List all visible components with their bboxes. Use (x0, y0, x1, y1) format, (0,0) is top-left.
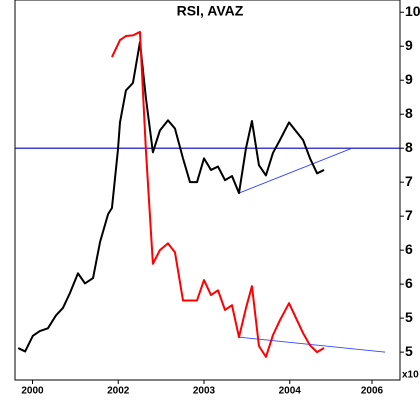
line-series (111, 30, 325, 358)
y-tick-label: 7 (405, 207, 413, 223)
x-tick-label: 2000 (21, 386, 44, 397)
y-tick-label: 9 (405, 71, 413, 87)
x-tick-label: 2002 (107, 386, 130, 397)
plot-frame (14, 0, 401, 381)
y-tick-label: 9 (405, 37, 413, 53)
y-multiplier: x10 (402, 370, 419, 381)
y-tick-label: 6 (405, 241, 413, 257)
trendline (238, 336, 385, 353)
y-tick-label: 8 (405, 105, 413, 121)
y-tick-label: 10 (405, 3, 420, 19)
y-tick-label: 8 (405, 139, 413, 155)
chart-title: RSI, AVAZ (177, 3, 244, 19)
y-tick-label: 6 (405, 275, 413, 291)
x-tick-label: 2006 (361, 386, 384, 397)
y-tick-label: 7 (405, 173, 413, 189)
y-tick-label: 5 (405, 309, 413, 325)
x-tick-label: 2003 (193, 386, 216, 397)
trendline (238, 147, 353, 194)
y-tick-label: 5 (405, 343, 413, 359)
line-series (17, 41, 325, 353)
x-tick-label: 2004 (279, 386, 302, 397)
